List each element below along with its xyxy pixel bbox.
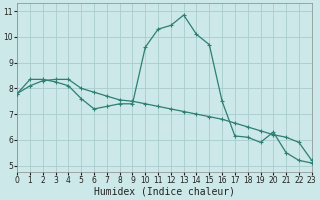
X-axis label: Humidex (Indice chaleur): Humidex (Indice chaleur) bbox=[94, 187, 235, 197]
